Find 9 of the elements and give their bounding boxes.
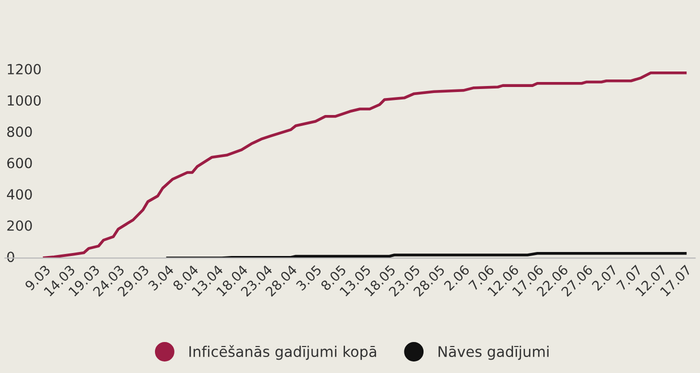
- legend-label: Inficēšanās gadījumi kopā: [189, 345, 376, 360]
- line-series: [42, 72, 687, 258]
- y-tick-label: 600: [7, 158, 32, 168]
- legend-label: Nāves gadījumi: [438, 346, 549, 360]
- y-tick-label: 800: [7, 126, 32, 137]
- y-tick-label: 400: [6, 189, 32, 200]
- y-tick-label: 1000: [8, 95, 41, 106]
- y-tick-label: 200: [7, 220, 32, 231]
- y-tick-label: 1200: [8, 64, 41, 74]
